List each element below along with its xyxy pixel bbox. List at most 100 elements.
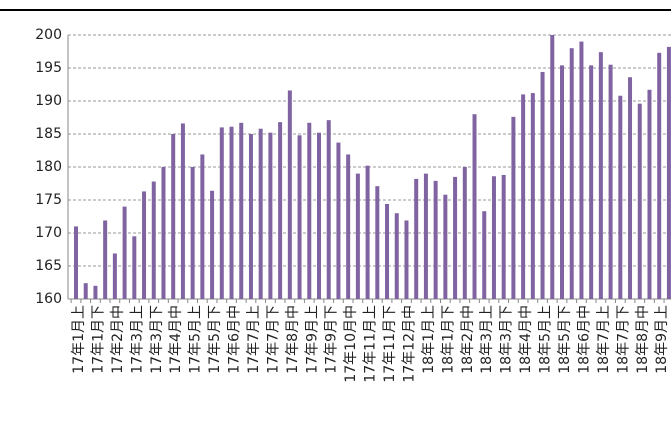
- bar: [637, 103, 642, 299]
- x-tick-label: 18年3月下: [499, 305, 515, 374]
- bar: [569, 48, 574, 300]
- bar: [132, 236, 137, 299]
- x-tick-label: 17年5月上: [188, 305, 204, 374]
- x-tick-label: 17年6月中: [227, 305, 243, 374]
- bar: [219, 127, 224, 300]
- bar: [161, 167, 166, 299]
- x-tick-label: 17年1月上: [71, 305, 87, 374]
- bar: [258, 128, 263, 299]
- y-tick-label: 190: [35, 93, 62, 109]
- y-tick-label: 170: [35, 225, 62, 241]
- y-tick-label: 175: [35, 192, 62, 208]
- bar: [151, 181, 156, 299]
- x-tick-label: 17年9月上: [304, 305, 320, 374]
- bar: [83, 283, 88, 299]
- y-tick-label: 160: [35, 291, 62, 307]
- x-tick-label: 17年4月中: [168, 305, 184, 374]
- bar: [287, 90, 292, 299]
- y-tick-label: 165: [35, 258, 62, 274]
- x-tick-label: 18年5月上: [538, 305, 554, 374]
- bar: [453, 176, 458, 299]
- bar: [394, 213, 399, 299]
- bar: [550, 35, 555, 299]
- bar: [103, 220, 108, 299]
- x-tick-label: 18年4月中: [518, 305, 534, 374]
- bar: [93, 285, 98, 299]
- x-tick-label: 18年7月下: [615, 305, 631, 374]
- x-tick-label: 17年3月下: [149, 305, 165, 374]
- bar: [268, 132, 273, 299]
- bar: [618, 95, 623, 299]
- x-tick-label: 18年1月下: [440, 305, 456, 374]
- x-tick-label: 17年9月下: [324, 305, 340, 374]
- bar: [317, 132, 321, 299]
- x-tick-label: 18年7月上: [596, 305, 612, 374]
- bar: [433, 180, 438, 299]
- bar: [511, 116, 516, 299]
- bar: [142, 191, 147, 299]
- bar: [229, 126, 234, 300]
- x-tick-label: 17年8月中: [285, 305, 301, 374]
- bar: [589, 65, 594, 299]
- bar: [307, 122, 312, 299]
- bar: [248, 134, 253, 299]
- x-tick-label: 18年5月下: [557, 305, 573, 374]
- x-tick-label: 17年1月下: [90, 305, 106, 374]
- bar: [297, 135, 302, 299]
- bar: [647, 89, 652, 299]
- bar: [200, 154, 205, 299]
- bar: [501, 174, 506, 299]
- bar: [404, 220, 409, 299]
- x-tick-label: 17年7月上: [246, 305, 262, 374]
- bar: [657, 52, 662, 299]
- bar: [171, 134, 176, 299]
- bar: [74, 226, 78, 299]
- bar: [346, 154, 351, 299]
- bar: [112, 253, 117, 299]
- bar: [472, 114, 477, 299]
- bar: [666, 46, 671, 299]
- bar: [530, 93, 535, 299]
- bar: [560, 65, 564, 299]
- x-tick-label: 17年3月上: [129, 305, 145, 374]
- bar: [579, 41, 584, 299]
- bar: [521, 94, 526, 300]
- bar: [190, 167, 195, 299]
- x-tick-label: 17年11月下: [382, 305, 398, 383]
- bar: [180, 123, 185, 299]
- bar: [462, 167, 467, 299]
- x-tick-label: 17年7月下: [265, 305, 281, 374]
- x-tick-label: 17年12月中: [401, 305, 417, 383]
- x-tick-label: 18年1月上: [421, 305, 437, 374]
- x-tick-label: 18年2月中: [460, 305, 476, 374]
- y-tick-label: 180: [35, 159, 62, 175]
- bar: [385, 203, 390, 299]
- x-tick-label: 17年10月中: [343, 305, 359, 383]
- bar: [122, 206, 127, 299]
- bar: [482, 211, 487, 299]
- bar: [491, 176, 496, 299]
- bar: [336, 142, 341, 299]
- bar: [423, 173, 428, 299]
- bar: [540, 71, 545, 300]
- bar: [239, 122, 244, 299]
- bar: [365, 165, 370, 299]
- bar: [598, 52, 603, 299]
- bar: [278, 122, 283, 300]
- x-tick-label: 17年5月下: [207, 305, 223, 374]
- y-tick-label: 185: [35, 126, 62, 142]
- y-tick-label: 195: [35, 60, 62, 76]
- x-tick-label: 18年6月中: [576, 305, 592, 374]
- x-tick-label: 17年11月上: [363, 305, 379, 383]
- bar: [326, 120, 331, 299]
- y-tick-label: 200: [35, 27, 62, 43]
- bar: [628, 77, 633, 300]
- bar: [443, 194, 448, 299]
- x-tick-label: 17年2月中: [110, 305, 126, 374]
- x-tick-label: 18年3月上: [479, 305, 495, 374]
- bar: [608, 64, 613, 299]
- bar: [375, 186, 380, 299]
- bar: [210, 190, 215, 299]
- bar: [414, 178, 419, 299]
